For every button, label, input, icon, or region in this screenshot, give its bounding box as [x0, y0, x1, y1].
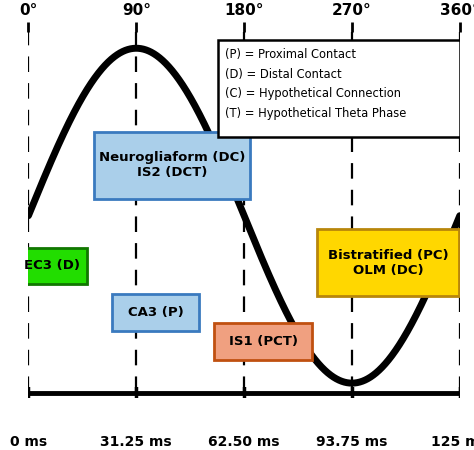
Text: Bistratified (PC)
OLM (DC): Bistratified (PC) OLM (DC): [328, 248, 448, 277]
FancyBboxPatch shape: [112, 294, 199, 331]
Text: (P) = Proximal Contact
(D) = Distal Contact
(C) = Hypothetical Connection
(T) = : (P) = Proximal Contact (D) = Distal Cont…: [225, 48, 406, 120]
FancyBboxPatch shape: [317, 229, 458, 296]
Text: Neurogliaform (DC)
IS2 (DCT): Neurogliaform (DC) IS2 (DCT): [99, 152, 246, 180]
FancyBboxPatch shape: [218, 40, 460, 137]
Text: EC3 (D): EC3 (D): [24, 259, 81, 272]
Text: IS1 (PCT): IS1 (PCT): [229, 335, 298, 348]
Text: CA3 (P): CA3 (P): [128, 306, 183, 320]
FancyBboxPatch shape: [18, 248, 87, 284]
FancyBboxPatch shape: [214, 323, 312, 360]
FancyBboxPatch shape: [94, 132, 250, 199]
